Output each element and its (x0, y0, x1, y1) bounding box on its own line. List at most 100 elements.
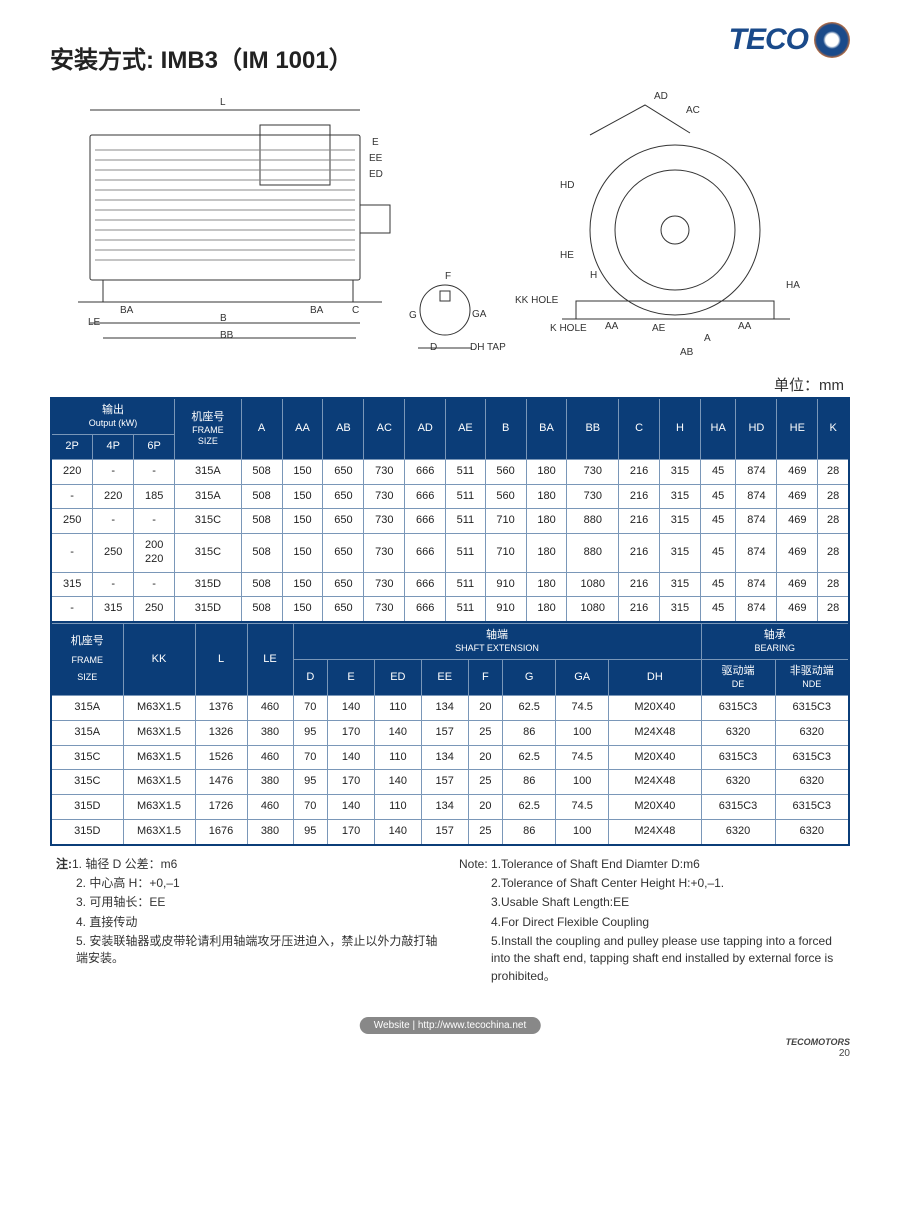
t1-col-c: C (619, 398, 660, 459)
cell: 511 (446, 509, 485, 534)
t2-hdr-l: L (195, 624, 247, 696)
cell: 157 (421, 720, 468, 745)
cell: M63X1.5 (123, 720, 195, 745)
cell: 140 (328, 795, 375, 820)
cell: 62.5 (503, 745, 556, 770)
cell: 250 (51, 509, 93, 534)
cell: 180 (526, 459, 567, 484)
cell: 6320 (701, 720, 775, 745)
t2-col-ee: EE (421, 660, 468, 696)
cell: 511 (446, 597, 485, 622)
table-row: 315CM63X1.51476380951701401572586100M24X… (51, 770, 849, 795)
diagram-label-ba1: BA (120, 305, 133, 316)
cell: - (93, 459, 134, 484)
cell: 110 (374, 795, 421, 820)
cell: 150 (282, 534, 323, 573)
cell: - (134, 572, 175, 597)
cell: - (134, 509, 175, 534)
cell: 6315C3 (775, 795, 849, 820)
cell: 508 (241, 597, 282, 622)
cell: 140 (374, 720, 421, 745)
cell: 70 (293, 795, 328, 820)
t2-col-d: D (293, 660, 328, 696)
diagram-label-le: LE (88, 317, 100, 328)
notes-right: Note: 1.Tolerance of Shaft End Diamter D… (459, 856, 844, 988)
t1-col-ad: AD (405, 398, 446, 459)
cell: 74.5 (556, 795, 609, 820)
table-row: -315250315D50815065073066651191018010802… (51, 597, 849, 622)
t2-hdr-frame: 机座号 FRAME SIZE (51, 624, 123, 696)
cell: 6315C3 (701, 795, 775, 820)
diagram-label-khole: K HOLE (550, 323, 587, 334)
cell: 100 (556, 770, 609, 795)
t1-hdr-output: 输出 Output (kW) (51, 398, 175, 435)
cell: 315C (51, 770, 123, 795)
cell: M63X1.5 (123, 745, 195, 770)
diagram-label-ha: HA (786, 280, 800, 291)
diagram-label-bb: BB (220, 330, 233, 341)
cell: 650 (323, 572, 364, 597)
cell: 170 (328, 770, 375, 795)
brand-name: TECO (729, 23, 808, 57)
cell: 86 (503, 720, 556, 745)
cell: 710 (485, 509, 526, 534)
cell: 874 (736, 534, 777, 573)
cell: 216 (619, 534, 660, 573)
cell: 650 (323, 534, 364, 573)
diagram-label-aa2: AA (738, 321, 751, 332)
cell: 150 (282, 572, 323, 597)
table-row: 315DM63X1.51676380951701401572586100M24X… (51, 819, 849, 844)
diagram-label-a: A (704, 333, 711, 344)
cell: 874 (736, 597, 777, 622)
cell: 28 (818, 459, 849, 484)
cell: 1080 (567, 597, 619, 622)
cell: 666 (405, 484, 446, 509)
diagram-label-dhtap: DH TAP (470, 342, 506, 353)
cell: 315 (660, 484, 701, 509)
cell: 511 (446, 534, 485, 573)
notes-left: 注:1. 轴径 D 公差：m6 2. 中心高 H：+0,–1 3. 可用轴长：E… (56, 856, 441, 988)
diagram-label-g: G (409, 310, 417, 321)
cell: 216 (619, 597, 660, 622)
notes-section: 注:1. 轴径 D 公差：m6 2. 中心高 H：+0,–1 3. 可用轴长：E… (50, 856, 850, 988)
diagram-label-c: C (352, 305, 359, 316)
cell: M20X40 (609, 795, 701, 820)
table-row: 315AM63X1.51376460701401101342062.574.5M… (51, 696, 849, 721)
cell: 216 (619, 484, 660, 509)
cell: 6320 (775, 720, 849, 745)
cell: 511 (446, 572, 485, 597)
t1-col-hd: HD (736, 398, 777, 459)
table-row: 315AM63X1.51326380951701401572586100M24X… (51, 720, 849, 745)
cell: 20 (468, 696, 503, 721)
cell: 315 (660, 459, 701, 484)
diagram-label-ed: ED (369, 169, 383, 180)
t2-col-de: 驱动端DE (701, 660, 775, 696)
cell: 650 (323, 484, 364, 509)
table-row: 250--315C5081506507306665117101808802163… (51, 509, 849, 534)
cell: 180 (526, 484, 567, 509)
cell: 6315C3 (701, 745, 775, 770)
cell: 315 (51, 572, 93, 597)
cell: 25 (468, 819, 503, 844)
diagram-label-ae: AE (652, 323, 665, 334)
cell: 216 (619, 459, 660, 484)
cell: 1326 (195, 720, 247, 745)
cell: 1676 (195, 819, 247, 844)
t1-col-h: H (660, 398, 701, 459)
cell: 315C (51, 745, 123, 770)
t1-col-aa: AA (282, 398, 323, 459)
cell: 150 (282, 509, 323, 534)
cell: 180 (526, 572, 567, 597)
cell: 86 (503, 770, 556, 795)
cell: 250 (93, 534, 134, 573)
cell: 315 (660, 597, 701, 622)
cell: 20 (468, 795, 503, 820)
cell: 730 (567, 484, 619, 509)
cell: 650 (323, 597, 364, 622)
cell: 730 (567, 459, 619, 484)
cell: - (51, 534, 93, 573)
cell: 469 (777, 459, 818, 484)
cell: 910 (485, 597, 526, 622)
t1-col-ae: AE (446, 398, 485, 459)
cell: 666 (405, 572, 446, 597)
